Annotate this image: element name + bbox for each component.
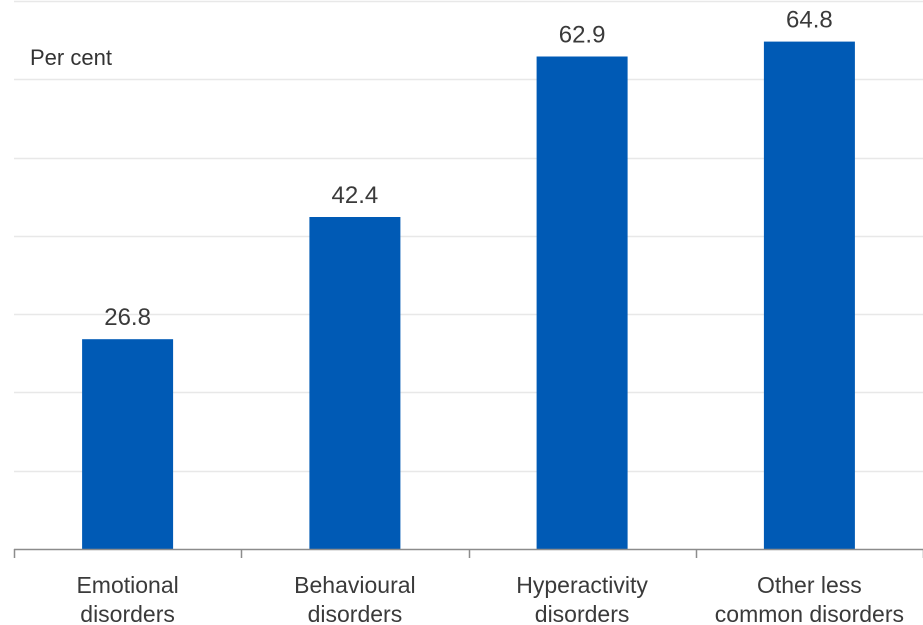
data-label: 62.9 <box>559 22 606 49</box>
x-axis: Emotional disorders Behavioural disorders Hy… <box>13 548 923 625</box>
bar <box>536 56 628 549</box>
x-tick-label: Hyperactivity disorders <box>516 572 648 625</box>
y-axis-label: Per cent <box>30 45 112 70</box>
x-tick-label: Emotional disorders <box>76 572 178 625</box>
x-tick-label: Behavioural disorders <box>294 572 415 625</box>
bar <box>82 339 174 549</box>
x-tick-label: Other less common disorders <box>715 572 904 625</box>
data-label: 26.8 <box>104 304 151 331</box>
bar <box>763 41 855 549</box>
bar <box>309 217 401 549</box>
data-label: 64.8 <box>786 7 833 34</box>
bars: 26.8 42.4 62.9 64.8 <box>82 7 855 549</box>
data-label: 42.4 <box>332 182 379 209</box>
